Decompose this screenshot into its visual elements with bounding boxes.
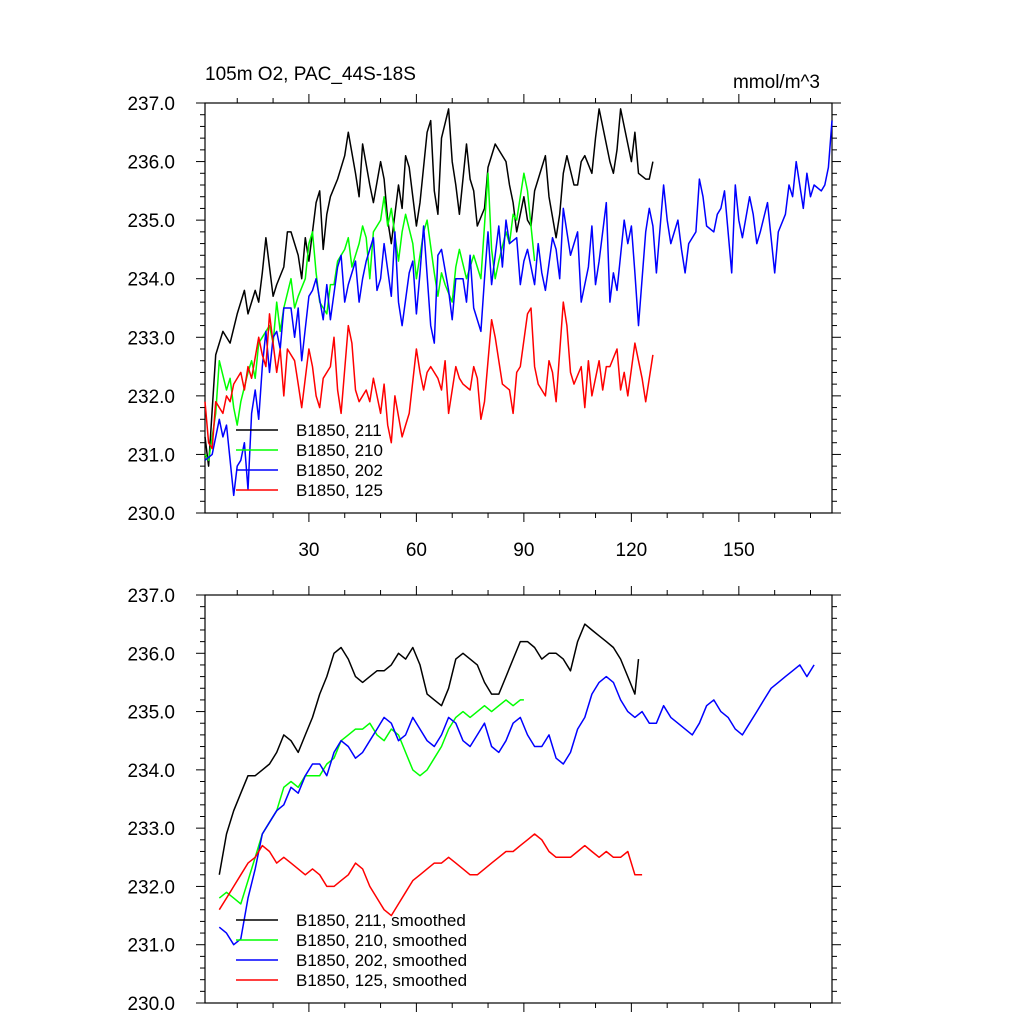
units-label: mmol/m^3 <box>733 72 820 93</box>
series-line-4 <box>204 301 654 450</box>
panel-bottom: 230.0 231.0 232.0 233.0 234.0 235.0 236.0 237.0… <box>127 586 841 1015</box>
panel-top: 105m O2, PAC_44S-18S mmol/m^3 230.0 231.0… <box>127 64 841 561</box>
legend-label: B1850, 211 <box>296 421 382 440</box>
y-tick-label: 230.0 <box>127 994 175 1015</box>
y-tick-label: 230.0 <box>127 504 175 525</box>
x-tick-label: 120 <box>616 540 648 561</box>
legend-label: B1850, 125 <box>296 481 383 500</box>
series-line-1 <box>204 108 654 467</box>
x-tick-label: 90 <box>513 540 534 561</box>
legend-label: B1850, 125, smoothed <box>296 971 467 990</box>
chart-title: 105m O2, PAC_44S-18S <box>205 64 416 85</box>
plot-frame <box>204 102 833 514</box>
plot-frame <box>204 594 833 1004</box>
y-tick-label: 237.0 <box>127 94 175 115</box>
y-tick-label: 231.0 <box>127 936 175 957</box>
series-line-1 <box>218 623 640 875</box>
y-tick-label: 236.0 <box>127 644 175 665</box>
y-tick-label: 232.0 <box>127 387 175 408</box>
y-tick-label: 235.0 <box>127 703 175 724</box>
legend-label: B1850, 211, smoothed <box>296 911 466 930</box>
y-tick-label: 233.0 <box>127 328 175 349</box>
x-tick-label: 30 <box>298 540 319 561</box>
series-line-2 <box>204 172 536 462</box>
series-line-3 <box>218 664 815 946</box>
y-tick-label: 234.0 <box>127 761 175 782</box>
y-tick-label: 237.0 <box>127 586 175 607</box>
y-tick-label: 235.0 <box>127 211 175 232</box>
x-tick-label: 60 <box>406 540 427 561</box>
y-tick-label: 232.0 <box>127 877 175 898</box>
legend-label: B1850, 210, smoothed <box>296 931 467 950</box>
y-tick-label: 234.0 <box>127 270 175 291</box>
legend-label: B1850, 210 <box>296 441 383 460</box>
x-tick-label: 150 <box>723 540 755 561</box>
legend-label: B1850, 202, smoothed <box>296 951 467 970</box>
y-tick-label: 231.0 <box>127 445 175 466</box>
y-tick-label: 236.0 <box>127 153 175 174</box>
series-line-4 <box>218 833 643 917</box>
legend-label: B1850, 202 <box>296 461 383 480</box>
y-tick-label: 233.0 <box>127 819 175 840</box>
series-line-3 <box>204 120 833 497</box>
